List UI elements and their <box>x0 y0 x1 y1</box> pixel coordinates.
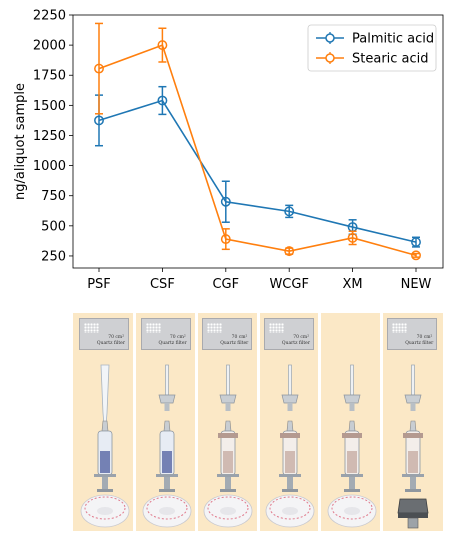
y-tick-label: 750 <box>41 189 66 204</box>
x-tick-label-psf: PSF <box>87 277 111 292</box>
glass-syringe-icon <box>217 420 240 492</box>
filter-grid <box>269 323 284 333</box>
line-chart: 250 500 750 1000 1250 1500 1750 2000 2250 PSF CSF… <box>13 9 444 292</box>
data-point <box>347 232 358 243</box>
x-tick-label-csf: CSF <box>150 277 175 292</box>
data-point <box>157 40 168 51</box>
filter-type-caption: Quartz filter <box>96 341 125 346</box>
filter-capsule-icon <box>142 494 192 528</box>
data-point <box>284 206 295 217</box>
y-tick-label: 500 <box>41 219 66 234</box>
setup-column-cgf: 70 cm² Quartz filter <box>198 313 256 531</box>
column-separator <box>256 313 260 531</box>
y-tick-label: 250 <box>41 249 66 264</box>
glass-syringe-icon <box>279 420 301 492</box>
column-separator <box>194 313 198 531</box>
data-point <box>411 250 421 261</box>
filter-sampling-illustration: 70 cm² Quartz filter 70 cm² Quartz filter 70… <box>73 313 443 531</box>
apparatus-drawing <box>397 364 429 529</box>
legend-marker <box>325 33 335 43</box>
x-tick-label-xm: XM <box>343 277 363 292</box>
quartz-filter-card: 70 cm² Quartz filter <box>387 318 438 350</box>
quartz-filter-card: 70 cm² Quartz filter <box>140 318 191 350</box>
filter-capsule-icon <box>80 494 130 528</box>
filter-type-caption: Quartz filter <box>405 341 434 346</box>
data-point <box>284 246 295 257</box>
y-tick-label: 1000 <box>33 159 66 174</box>
legend-label: Palmitic acid <box>352 32 434 47</box>
pipette-tip-icon <box>100 364 110 426</box>
quartz-filter-card: 70 cm² Quartz filter <box>79 318 129 350</box>
setup-column-csf: 70 cm² Quartz filter <box>137 313 195 531</box>
apparatus-drawing <box>265 364 315 528</box>
filter-capsule-icon <box>327 494 377 528</box>
series-line <box>98 44 417 257</box>
apparatus-drawing <box>80 364 130 528</box>
y-tick-label: 1500 <box>33 99 66 114</box>
needle-adapter-icon <box>404 364 422 411</box>
y-tick-label: 2000 <box>33 39 66 54</box>
needle-adapter-icon <box>219 364 237 411</box>
x-tick-label-new: NEW <box>401 277 432 292</box>
setup-column-psf: 70 cm² Quartz filter <box>75 313 133 531</box>
setup-column-new: 70 cm² Quartz filter <box>383 313 441 531</box>
plastic-syringe-icon <box>94 420 116 492</box>
glass-syringe-icon <box>402 420 425 492</box>
filter-grid <box>207 323 223 333</box>
y-axis-label: ng/aliquot sample <box>13 83 28 200</box>
y-tick-label: 1250 <box>33 129 66 144</box>
legend-label: Stearic acid <box>352 52 429 67</box>
plastic-syringe-icon <box>155 420 178 492</box>
metal-filter-holder-icon <box>397 498 429 529</box>
setup-column-wcgf: 70 cm² Quartz filter <box>260 313 318 531</box>
quartz-filter-card: 70 cm² Quartz filter <box>202 318 253 350</box>
filter-area-caption: 70 cm² <box>169 335 186 340</box>
data-point <box>94 115 104 126</box>
series-stearic-acid <box>94 22 421 261</box>
filter-type-caption: Quartz filter <box>281 341 310 346</box>
data-point <box>157 95 168 106</box>
y-tick-label: 1750 <box>33 69 66 84</box>
filter-type-caption: Quartz filter <box>220 341 249 346</box>
filter-capsule-icon <box>265 494 315 528</box>
data-point <box>411 237 421 248</box>
filter-area-caption: 70 cm² <box>293 335 309 340</box>
filter-grid <box>392 323 408 333</box>
setup-column-xm <box>322 313 380 531</box>
filter-area-caption: 70 cm² <box>108 335 124 340</box>
filter-type-caption: Quartz filter <box>158 341 187 346</box>
series-line <box>98 99 417 243</box>
quartz-filter-card: 70 cm² Quartz filter <box>264 318 314 350</box>
x-tick-label-cgf: CGF <box>212 277 239 292</box>
filter-grid <box>145 323 161 333</box>
column-separator <box>318 313 322 531</box>
data-point <box>94 63 104 74</box>
filter-grid <box>84 323 99 333</box>
filter-area-caption: 70 cm² <box>416 335 433 340</box>
apparatus-drawing <box>142 364 192 528</box>
needle-adapter-icon <box>281 364 299 411</box>
legend: Palmitic acid Stearic acid <box>307 24 437 72</box>
filter-area-caption: 70 cm² <box>231 335 248 340</box>
legend-marker <box>325 53 335 63</box>
apparatus-drawing <box>327 364 377 528</box>
apparatus-drawing <box>203 364 253 528</box>
needle-adapter-icon <box>158 364 176 411</box>
needle-adapter-icon <box>343 364 361 411</box>
glass-syringe-icon <box>340 420 363 492</box>
column-separator <box>379 313 383 531</box>
data-point <box>220 196 231 207</box>
filter-capsule-icon <box>203 494 253 528</box>
column-separator <box>133 313 137 531</box>
data-point <box>220 234 231 245</box>
legend-item: Stearic acid <box>316 52 429 67</box>
legend-item: Palmitic acid <box>316 32 434 47</box>
x-tick-label-wcgf: WCGF <box>269 277 308 292</box>
y-tick-label: 2250 <box>33 9 66 24</box>
